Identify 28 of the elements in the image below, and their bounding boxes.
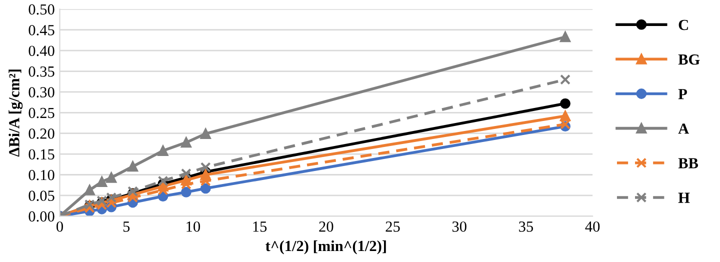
y-tick-label: 0.45 [28, 25, 54, 36]
x-tick-label: 15 [253, 222, 267, 232]
y-axis-title: ΔBi/A [g/cm²] [8, 70, 23, 157]
x-tick-label: 5 [123, 222, 130, 232]
legend-label: H [678, 192, 690, 203]
y-tick-label: 0.40 [28, 46, 54, 56]
y-tick-label: 0.25 [28, 108, 54, 118]
legend-label: A [678, 124, 689, 134]
x-axis-title: t^(1/2) [min^(1/2)] [266, 240, 386, 254]
y-tick-label: 0.10 [28, 170, 54, 180]
x-tick-label: 35 [519, 221, 533, 232]
y-tick-label: 0.35 [28, 66, 54, 77]
legend-label: BG [678, 54, 700, 65]
x-tick-label: 0 [56, 221, 63, 232]
x-tick-label: 40 [585, 221, 600, 232]
y-tick-label: 0.30 [28, 87, 54, 98]
y-tick-label: 0.20 [28, 128, 54, 139]
x-tick-label: 20 [319, 221, 334, 232]
y-tick-label: 0.15 [28, 149, 54, 160]
legend-label: BB [678, 158, 698, 168]
x-tick-label: 30 [452, 221, 466, 232]
legend-label: C [678, 20, 688, 30]
y-tick-label: 0.05 [28, 190, 54, 201]
x-tick-label: 10 [186, 221, 200, 232]
y-tick-label: 0.50 [28, 4, 54, 15]
x-tick-label: 25 [386, 221, 400, 232]
y-tick-label: 0.00 [28, 211, 54, 222]
legend-label: P [678, 89, 687, 100]
